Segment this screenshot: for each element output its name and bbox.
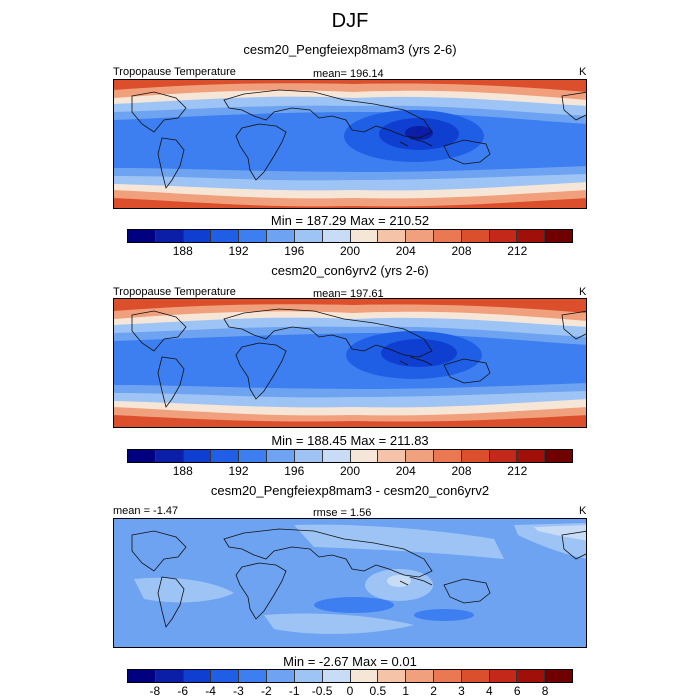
- panel1-units-label: K: [579, 66, 587, 78]
- colorbar-cell: [322, 450, 351, 462]
- colorbar-cell: [433, 230, 462, 242]
- colorbar-cell: [545, 230, 572, 242]
- colorbar-tick-label: -2: [261, 684, 272, 698]
- colorbar-tick-label: -3: [233, 684, 244, 698]
- panel3-units-label: K: [579, 505, 587, 517]
- colorbar-tick-label: 208: [451, 464, 472, 478]
- colorbar-cell: [267, 670, 295, 682]
- panel1-title: cesm20_Pengfeiexp8mam3 (yrs 2-6): [243, 42, 457, 57]
- colorbar-tick-label: 200: [339, 244, 361, 258]
- colorbar-cell: [183, 230, 212, 242]
- panel2-colorbar: [127, 449, 573, 463]
- panel1-colorbar: [127, 229, 573, 243]
- colorbar-cell: [517, 670, 546, 682]
- colorbar-cell: [183, 670, 212, 682]
- colorbar-tick-label: 196: [284, 464, 305, 478]
- colorbar-cell: [155, 450, 184, 462]
- panel1-variable-label: Tropopause Temperature: [113, 66, 236, 78]
- panel3-title: cesm20_Pengfeiexp8mam3 - cesm20_con6yrv2: [210, 483, 490, 498]
- panel2-units-label: K: [579, 286, 587, 298]
- colorbar-tick-label: 6: [513, 684, 521, 698]
- colorbar-cell: [406, 670, 434, 682]
- colorbar-cell: [294, 450, 323, 462]
- colorbar-tick-label: 196: [284, 244, 305, 258]
- colorbar-cell: [322, 670, 351, 682]
- colorbar-cell: [517, 450, 546, 462]
- figure-title: DJF: [331, 10, 369, 32]
- panel2-minmax: Min = 188.45 Max = 211.83: [271, 433, 429, 448]
- colorbar-tick-label: 204: [395, 244, 416, 258]
- panel2-map: [113, 298, 587, 428]
- panel1-minmax: Min = 187.29 Max = 210.52: [270, 213, 430, 228]
- colorbar-tick-label: 204: [395, 464, 416, 478]
- colorbar-tick-label: 0: [346, 684, 354, 698]
- colorbar-cell: [489, 450, 518, 462]
- colorbar-tick-label: 1: [402, 684, 410, 698]
- colorbar-cell: [350, 670, 379, 682]
- colorbar-cell: [350, 230, 379, 242]
- colorbar-tick-label: 188: [172, 244, 193, 258]
- colorbar-tick-label: 192: [228, 464, 249, 478]
- colorbar-cell: [183, 450, 212, 462]
- colorbar-cell: [211, 450, 240, 462]
- colorbar-tick-label: 200: [339, 464, 361, 478]
- colorbar-cell: [378, 450, 407, 462]
- colorbar-tick-label: -8: [149, 684, 161, 698]
- colorbar-cell: [128, 230, 156, 242]
- colorbar-cell: [155, 670, 184, 682]
- colorbar-cell: [461, 670, 490, 682]
- panel3-map: [113, 518, 587, 648]
- colorbar-cell: [294, 670, 323, 682]
- panel3-colorbar: [127, 669, 573, 683]
- colorbar-cell: [433, 670, 462, 682]
- colorbar-cell: [378, 670, 407, 682]
- colorbar-tick-label: 188: [172, 464, 193, 478]
- panel2-variable-label: Tropopause Temperature: [113, 286, 236, 298]
- colorbar-tick-label: -4: [205, 684, 216, 698]
- colorbar-tick-label: 192: [228, 244, 249, 258]
- colorbar-cell: [461, 450, 490, 462]
- colorbar-cell: [239, 230, 268, 242]
- colorbar-cell: [267, 230, 295, 242]
- panel3-minmax: Min = -2.67 Max = 0.01: [283, 654, 417, 669]
- colorbar-tick-label: -6: [177, 684, 189, 698]
- colorbar-cell: [406, 230, 434, 242]
- panel2-title: cesm20_con6yrv2 (yrs 2-6): [271, 263, 429, 278]
- panel3-rmse-label: rmse = 1.56: [313, 507, 372, 519]
- colorbar-cell: [461, 230, 490, 242]
- colorbar-cell: [155, 230, 184, 242]
- colorbar-cell: [433, 450, 462, 462]
- colorbar-tick-label: 0.5: [369, 684, 387, 698]
- colorbar-tick-label: 208: [451, 244, 472, 258]
- colorbar-cell: [239, 450, 268, 462]
- colorbar-cell: [545, 450, 572, 462]
- panel2-mean-label: mean= 197.61: [313, 288, 384, 300]
- panel1-mean-label: mean= 196.14: [313, 68, 384, 80]
- colorbar-cell: [128, 670, 156, 682]
- colorbar-cell: [545, 670, 572, 682]
- colorbar-tick-label: -1: [288, 684, 300, 698]
- colorbar-tick-label: 3: [458, 684, 465, 698]
- colorbar-tick-label: 8: [541, 684, 549, 698]
- colorbar-tick-label: 2: [430, 684, 437, 698]
- colorbar-cell: [294, 230, 323, 242]
- colorbar-cell: [211, 670, 240, 682]
- colorbar-cell: [517, 230, 546, 242]
- colorbar-cell: [322, 230, 351, 242]
- colorbar-cell: [489, 670, 518, 682]
- colorbar-cell: [378, 230, 407, 242]
- colorbar-tick-label: 212: [507, 464, 528, 478]
- colorbar-tick-label: 4: [486, 684, 493, 698]
- colorbar-cell: [489, 230, 518, 242]
- colorbar-cell: [128, 450, 156, 462]
- colorbar-cell: [239, 670, 268, 682]
- colorbar-cell: [406, 450, 434, 462]
- panel3-mean-label: mean = -1.47: [113, 505, 179, 517]
- colorbar-cell: [267, 450, 295, 462]
- colorbar-cell: [350, 450, 379, 462]
- colorbar-tick-label: 212: [507, 244, 528, 258]
- colorbar-tick-label: -0.5: [311, 684, 333, 698]
- colorbar-cell: [211, 230, 240, 242]
- panel1-map: [113, 79, 587, 209]
